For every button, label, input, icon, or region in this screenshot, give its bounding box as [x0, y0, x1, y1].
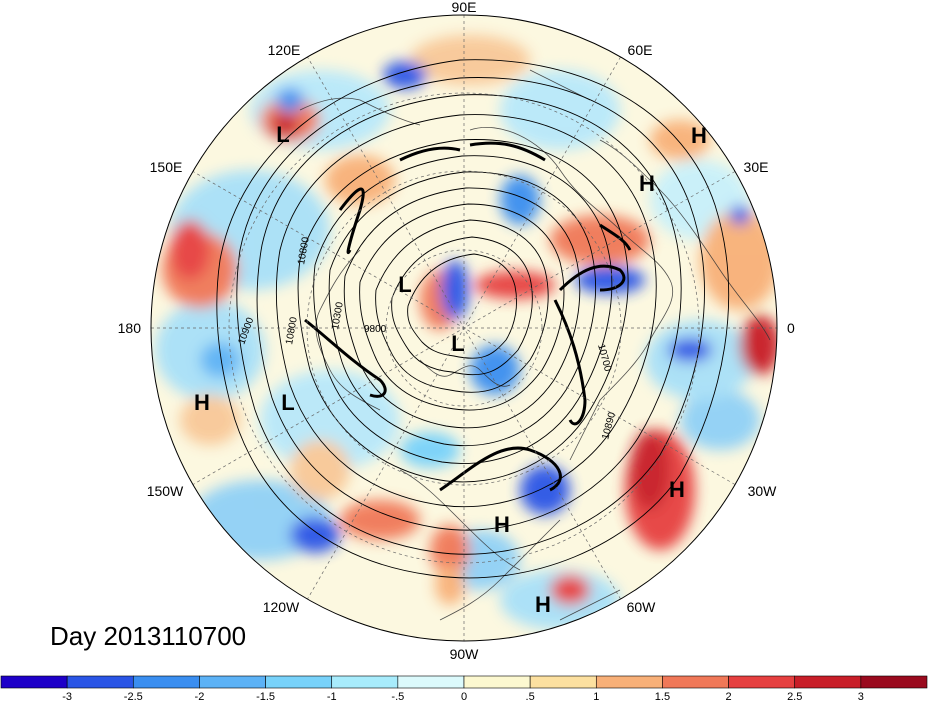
low-marker: L	[281, 390, 294, 415]
colorbar-cell	[529, 675, 597, 689]
lon-label-30e: 30E	[744, 159, 769, 175]
colorbar-cell	[595, 675, 663, 689]
colorbar-tick-label: 1.5	[655, 691, 670, 702]
colorbar-ticks: -3 -2.5 -2 -1.5 -1 -.5 0 .5 1 1.5 2 2.5 3	[62, 691, 864, 702]
colorbar-cell	[0, 675, 68, 689]
colorbar-cell	[66, 675, 134, 689]
map-boundary	[150, 14, 778, 642]
colorbar-cell	[331, 675, 399, 689]
colorbar-cell	[794, 675, 862, 689]
colorbar-cell	[265, 675, 333, 689]
lon-label-150w: 150W	[147, 483, 184, 499]
colorbar-cell	[662, 675, 729, 689]
contour-label: 10300	[330, 301, 346, 331]
colorbar-cell	[860, 675, 928, 689]
colorbar-tick-label: -.5	[391, 691, 404, 702]
colorbar-cell	[199, 675, 266, 689]
colorbar-tick-label: 2	[726, 691, 732, 702]
colorbar-tick-label: -3	[62, 691, 72, 702]
contour-label: 9800	[364, 324, 387, 335]
colorbar-cell	[463, 675, 531, 689]
high-marker: H	[669, 477, 685, 502]
high-marker: H	[691, 123, 707, 148]
colorbar-cell	[132, 675, 200, 689]
pressure-system-markers: H H H H H H L L L L	[194, 122, 707, 617]
colorbar-tick-label: -2	[195, 691, 205, 702]
lon-label-120w: 120W	[263, 599, 300, 615]
longitude-labels: 90E 60E 30E 0 30W 60W 90W 120W 150W 180 …	[118, 0, 795, 662]
lon-label-120e: 120E	[268, 42, 301, 58]
colorbar-tick-label: 3	[858, 691, 864, 702]
high-marker: H	[194, 390, 210, 415]
colorbar-tick-label: -2.5	[124, 691, 143, 702]
coastlines	[299, 69, 771, 621]
low-marker: L	[398, 272, 411, 297]
contour-label: 10800	[284, 316, 300, 346]
colorbar-cell	[728, 675, 796, 689]
colorbar-tick-label: .5	[526, 691, 535, 702]
lon-label-180: 180	[118, 320, 142, 336]
low-marker: L	[451, 331, 464, 356]
lon-label-90w: 90W	[450, 646, 480, 662]
lon-label-30w: 30W	[748, 483, 778, 499]
contour-label: 10800	[296, 236, 312, 266]
high-marker: H	[535, 592, 551, 617]
lon-label-60w: 60W	[627, 599, 657, 615]
colorbar-tick-label: 2.5	[787, 691, 802, 702]
colorbar-cell	[397, 675, 465, 689]
colorbar-cells	[0, 675, 928, 689]
colorbar: -3 -2.5 -2 -1.5 -1 -.5 0 .5 1 1.5 2 2.5 3	[0, 675, 928, 702]
colorbar-tick-label: -1.5	[256, 691, 275, 702]
high-marker: H	[494, 512, 510, 537]
low-marker: L	[276, 122, 289, 147]
colorbar-tick-label: -1	[327, 691, 337, 702]
lon-label-0: 0	[787, 320, 795, 336]
lon-label-60e: 60E	[628, 42, 653, 58]
colorbar-tick-label: 0	[461, 691, 467, 702]
lon-label-150e: 150E	[150, 159, 183, 175]
graticule	[151, 15, 777, 641]
colorbar-tick-label: 1	[593, 691, 599, 702]
high-marker: H	[639, 171, 655, 196]
height-contours	[216, 59, 730, 579]
day-label: Day 2013110700	[50, 621, 246, 651]
lon-label-90e: 90E	[452, 0, 477, 15]
